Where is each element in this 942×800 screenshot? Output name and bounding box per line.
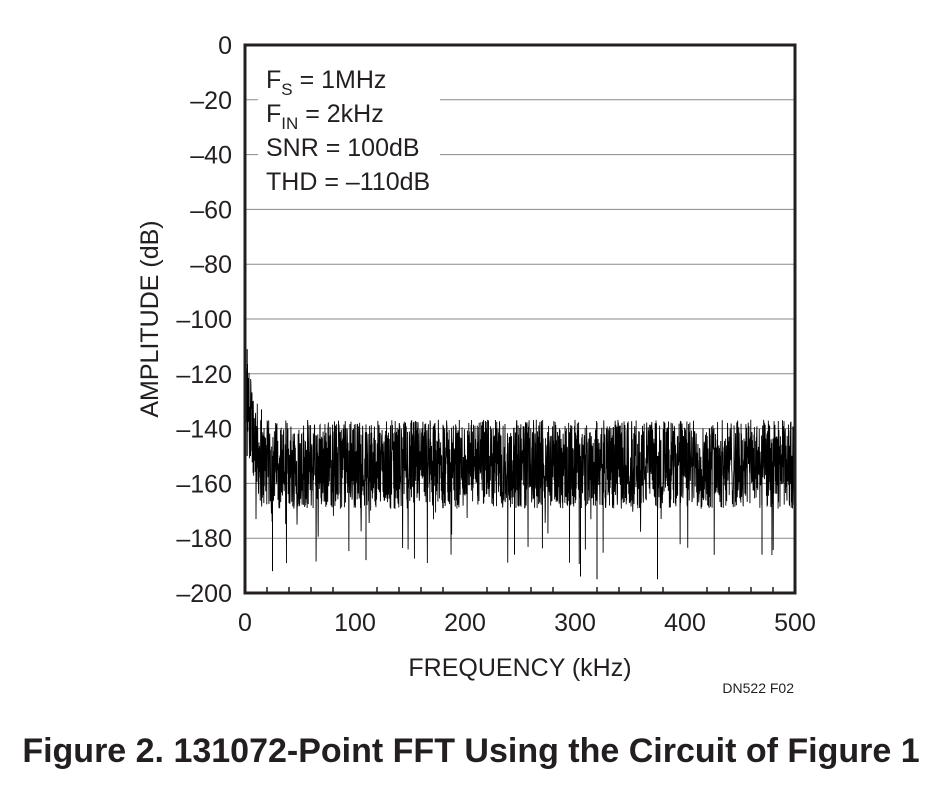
- y-tick-label: –120: [176, 361, 232, 389]
- y-tick-label: 0: [218, 32, 232, 60]
- y-tick-label: –20: [190, 87, 232, 115]
- y-tick-label: –140: [176, 416, 232, 444]
- y-tick-label: –60: [190, 196, 232, 224]
- x-tick-label: 400: [664, 609, 706, 637]
- x-tick-label: 200: [444, 609, 486, 637]
- x-tick-label: 0: [238, 609, 252, 637]
- figure-code: DN522 F02: [722, 680, 794, 696]
- annotation-thd: THD = –110dB: [266, 168, 430, 196]
- x-axis-title: FREQUENCY (kHz): [408, 654, 631, 682]
- annotation-snr: SNR = 100dB: [266, 134, 420, 162]
- x-tick-label: 500: [774, 609, 816, 637]
- y-tick-label: –40: [190, 142, 232, 170]
- annotation-fin: FIN = 2kHz: [266, 100, 384, 133]
- x-tick-label: 100: [334, 609, 376, 637]
- y-axis-title: AMPLITUDE (dB): [136, 220, 164, 417]
- x-tick-label: 300: [554, 609, 596, 637]
- y-tick-label: –200: [176, 580, 232, 608]
- y-tick-label: –180: [176, 525, 232, 553]
- y-tick-label: –100: [176, 306, 232, 334]
- annotation-fs: FS = 1MHz: [266, 66, 386, 99]
- x-tick-labels: 0 100 200 300 400 500: [238, 587, 816, 637]
- figure-caption: Figure 2. 131072-Point FFT Using the Cir…: [22, 732, 920, 770]
- fft-trace: [244, 349, 796, 580]
- y-tick-label: –160: [176, 470, 232, 498]
- plot-frame: [243, 43, 797, 595]
- y-tick-labels: 0 –20 –40 –60 –80 –100 –120 –140 –160 –180 –200: [176, 32, 232, 608]
- annotation-box: FS = 1MHz FIN = 2kHz SNR = 100dB THD = –…: [258, 58, 440, 204]
- noise-floor-trace: [244, 352, 796, 564]
- y-tick-label: –80: [190, 251, 232, 279]
